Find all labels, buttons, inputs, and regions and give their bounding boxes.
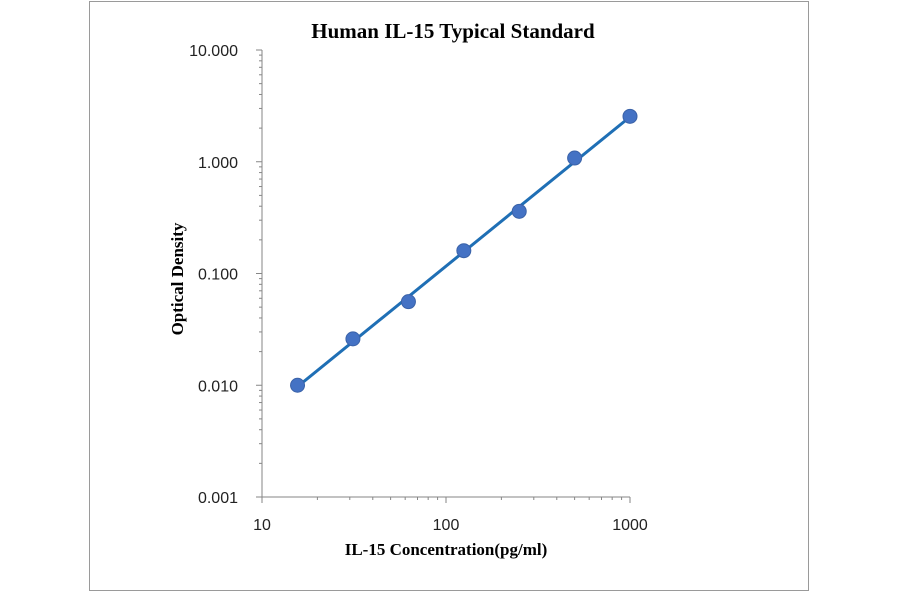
data-points xyxy=(290,108,638,393)
y-tick-label: 0.100 xyxy=(198,267,238,284)
data-point xyxy=(456,243,472,259)
y-tick-label: 10.000 xyxy=(189,43,238,60)
data-point xyxy=(511,203,527,219)
y-tick-label: 0.001 xyxy=(198,490,238,507)
x-tick-label: 100 xyxy=(433,517,460,534)
y-tick-label: 0.010 xyxy=(198,378,238,395)
data-point xyxy=(345,331,361,347)
chart-title: Human IL-15 Typical Standard xyxy=(311,19,595,43)
axes xyxy=(261,50,630,498)
data-point xyxy=(567,150,583,166)
data-point xyxy=(400,294,416,310)
x-axis-title: IL-15 Concentration(pg/ml) xyxy=(345,540,548,559)
y-tick-label: 1.000 xyxy=(198,155,238,172)
data-point xyxy=(622,108,638,124)
chart-frame xyxy=(89,1,809,591)
x-tick-label: 10 xyxy=(253,517,271,534)
y-axis-title: Optical Density xyxy=(168,222,187,335)
x-tick-label: 1000 xyxy=(612,517,648,534)
data-point xyxy=(290,377,306,393)
tick-marks xyxy=(256,49,631,503)
tick-labels: 0.001 0.010 0.100 1.000 10.000 10 100 1000 xyxy=(189,43,648,534)
